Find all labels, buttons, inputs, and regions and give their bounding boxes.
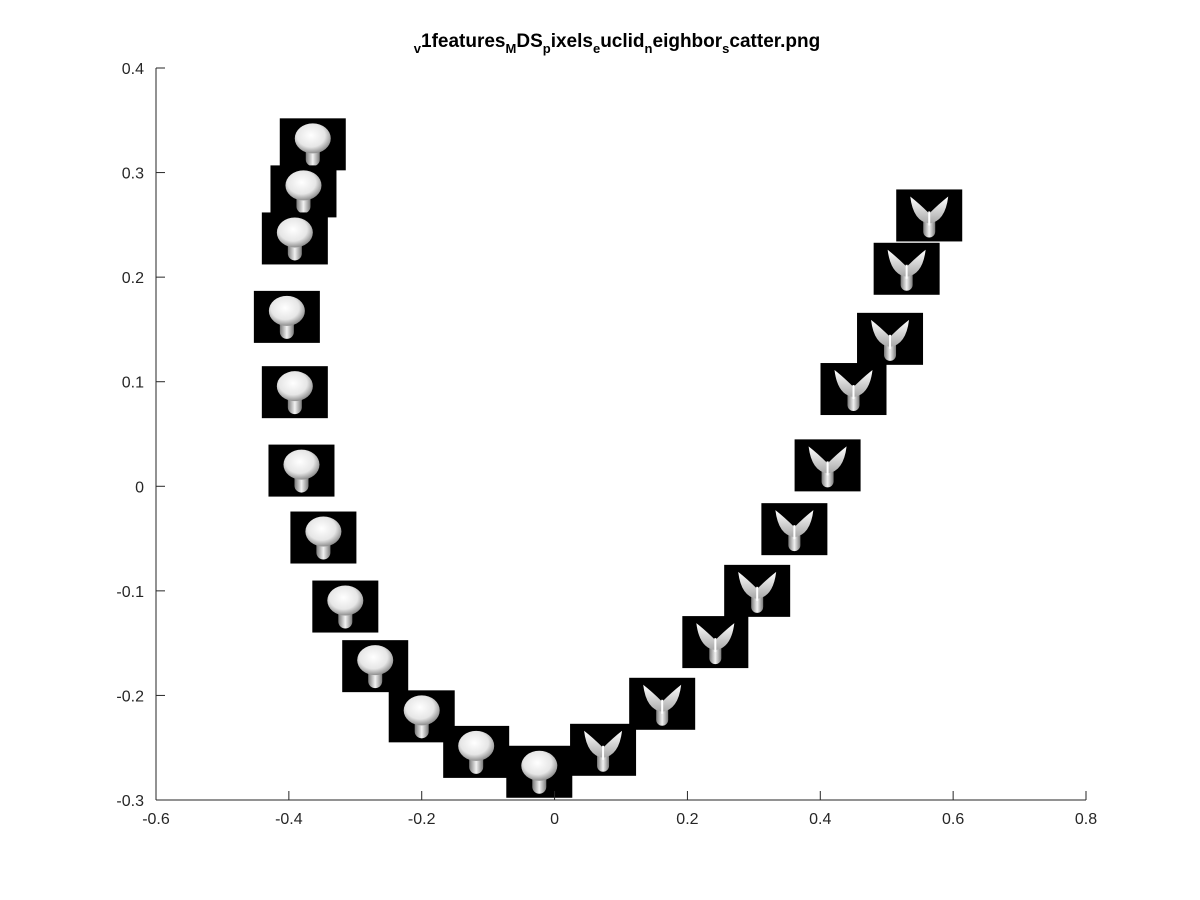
scatter-point-thumbnail [268,444,335,497]
scatter-point-thumbnail [570,723,637,776]
y-tick-label: -0.2 [116,688,144,705]
scatter-point-thumbnail [261,212,328,265]
cap-shape [305,516,342,547]
x-tick-label: -0.4 [275,811,303,828]
scatter-point-thumbnail [629,677,696,730]
cap-shape [357,645,394,676]
wing-shape [887,249,926,277]
scatter-point-thumbnail [724,564,791,617]
scatter-point-thumbnail [857,312,924,365]
chart-title: v1featuresMDSpixelseuclidneighborscatter… [414,31,820,56]
title-part: ixels [551,31,593,52]
y-tick-label: 0 [135,479,144,496]
wing-shape [584,730,623,758]
cap-shape [458,730,495,761]
cap-shape [285,170,322,201]
cap-shape [276,371,313,402]
wing-shape [775,510,814,538]
x-tick-label: 0 [550,811,559,828]
cap-shape [403,695,440,726]
title-part: s [722,41,729,56]
scatter-point-thumbnail [312,580,379,633]
title-part: n [645,41,653,56]
wing-shape [910,196,949,224]
axes: -0.6 -0.4 -0.2 0 0.2 0.4 0.6 0.8 -0.3 -0.2 -0.1 0 0.… [116,61,1097,828]
title-part: M [506,41,517,56]
title-part: v [414,41,422,56]
x-tick-label: 0.2 [676,811,698,828]
y-tick-label: -0.3 [116,793,144,810]
y-tick-label: 0.3 [122,166,144,183]
cap-shape [268,295,305,326]
cap-shape [327,585,364,616]
scatter-point-thumbnail [896,189,963,242]
y-tick-label: 0.2 [122,270,144,287]
title-part: catter.png [729,31,820,52]
wing-shape [834,370,873,398]
title-part: DS [516,31,542,52]
cap-shape [276,217,313,248]
scatter-point-thumbnail [820,363,887,416]
thumbnail-layer [253,118,963,798]
title-part: uclid [600,31,644,52]
scatter-point-thumbnail [443,725,510,778]
wing-shape [696,623,735,651]
wing-shape [643,684,682,712]
scatter-point-thumbnail [506,745,573,798]
scatter-point-thumbnail [761,503,828,556]
wing-shape [738,571,777,599]
x-tick-label: 0.8 [1075,811,1097,828]
scatter-point-thumbnail [682,616,749,669]
scatter-point-thumbnail [873,242,940,295]
scatter-point-thumbnail [279,118,346,171]
cap-shape [521,750,558,781]
x-tick-label: -0.2 [408,811,436,828]
scatter-point-thumbnail [261,366,328,419]
scatter-point-thumbnail [794,439,861,492]
x-tick-label: -0.6 [142,811,170,828]
title-part: e [593,41,600,56]
title-part: p [543,41,551,56]
scatter-point-thumbnail [270,165,337,218]
wing-shape [808,446,847,474]
title-part: eighbor [653,31,723,52]
x-tick-label: 0.6 [942,811,964,828]
y-tick-label: -0.1 [116,584,144,601]
cap-shape [283,449,320,480]
scatter-point-thumbnail [290,511,357,564]
y-tick-label: 0.1 [122,375,144,392]
scatter-point-thumbnail [253,290,320,343]
title-part: 1features [421,31,506,52]
wing-shape [871,319,910,347]
x-tick-label: 0.4 [809,811,831,828]
scatter-point-thumbnail [342,640,409,693]
cap-shape [294,123,331,154]
y-tick-label: 0.4 [122,61,144,78]
